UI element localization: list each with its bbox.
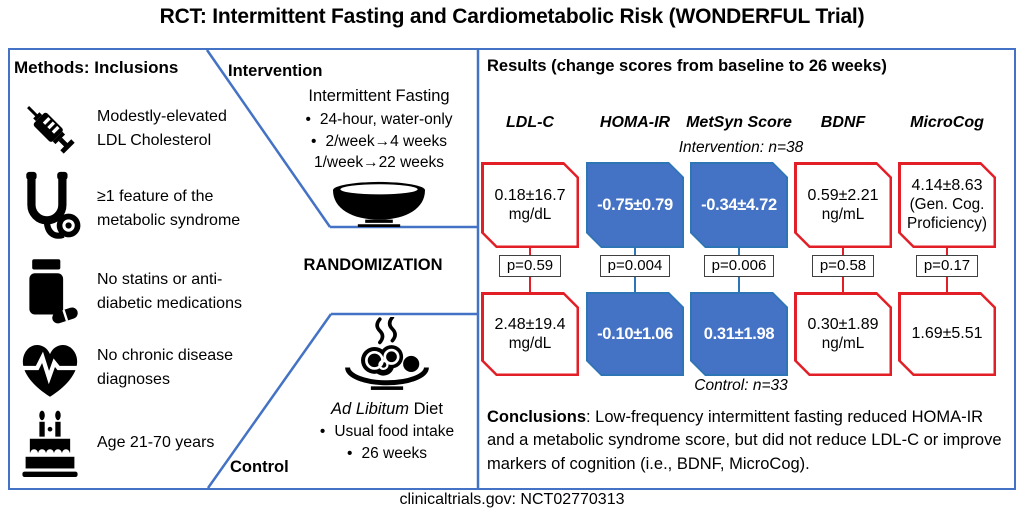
p-value-box: p=0.59 [481,255,579,277]
inclusion-item: Modestly-elevated LDL Cholesterol [12,92,257,166]
p-value: p=0.17 [915,255,979,277]
control-value-box: 2.48±19.4 mg/dL [481,292,579,376]
birthday-cake-icon [12,408,88,478]
results-column-metsyn: MetSyn Score -0.34±4.72 p=0.006 0.31±1.9… [686,108,792,394]
intervention-bullet: 1/week→22 weeks [313,154,445,171]
methods-panel-header: Methods: Inclusions [14,58,179,77]
randomization-label: RANDOMIZATION [303,256,443,274]
results-column-microcog: MicroCog 4.14±8.63 (Gen. Cog. Proficiency… [898,108,996,394]
control-diet-title-rest: Diet [409,400,443,418]
conclusions-body: : Low-frequency intermittent fasting red… [487,408,1002,473]
p-value: p=0.006 [703,255,775,277]
p-value: p=0.004 [599,255,671,277]
p-value-box: p=0.17 [898,255,996,277]
unit: ng/mL [821,205,865,223]
value: 2.48±19.4 [494,315,566,333]
figure-border [8,48,1016,490]
conclusions-text: Conclusions: Low-frequency intermittent … [487,406,1014,476]
results-column-bdnf: BDNF 0.59±2.21 ng/mL p=0.58 0.30±1.89 ng/m… [794,108,892,394]
inclusion-text: ≥1 feature of the metabolic syndrome [97,188,241,229]
column-header: HOMA-IR [599,114,671,131]
noodle-plate-icon [299,315,475,398]
empty-bowl-icon [283,181,475,232]
unit: mg/dL [508,334,552,352]
inclusion-text: Modestly-elevated LDL Cholesterol [97,108,227,149]
control-value-box: 0.31±1.98 [690,292,788,376]
value: 4.14±8.63 [911,177,983,195]
intervention-bullet: 24-hour, water-only [283,109,475,131]
control-value-box: 0.30±1.89 ng/mL [794,292,892,376]
inclusion-item: Age 21-70 years [12,404,257,482]
conclusions-label: Conclusions [487,408,587,426]
intervention-value-box: 0.59±2.21 ng/mL [794,162,892,248]
syringe-icon [12,98,88,160]
page-title: RCT: Intermittent Fasting and Cardiometa… [159,5,865,28]
intervention-details: Intermittent Fasting 24-hour, water-only… [283,87,475,232]
intervention-bullet: 2/week→4 weeks [283,131,475,153]
value: -0.10±1.06 [597,324,673,343]
value: 1.69±5.51 [911,325,983,342]
control-panel-header: Control [230,458,289,476]
column-header: LDL-C [506,114,554,131]
value: -0.34±4.72 [701,195,777,214]
unit: ng/mL [821,334,865,352]
p-value-box: p=0.006 [690,255,788,277]
heart-ekg-icon [12,336,88,400]
intervention-n-label: Intervention: n=38 [678,139,804,156]
p-value-box: p=0.58 [794,255,892,277]
results-column-homa-ir: HOMA-IR -0.75±0.79 p=0.004 -0.10±1.06 [586,108,684,394]
intervention-value-box: -0.34±4.72 [690,162,788,248]
value: 0.30±1.89 [807,315,879,333]
unit: mg/dL [508,205,552,223]
control-diet-title-italic: Ad Libitum [331,400,410,418]
intervention-value-box: -0.75±0.79 [586,162,684,248]
p-value: p=0.59 [498,255,562,277]
inclusion-text: Age 21-70 years [97,434,215,451]
p-value: p=0.58 [811,255,875,277]
value: -0.75±0.79 [597,195,673,214]
column-header: BDNF [820,114,866,131]
results-panel-header: Results (change scores from baseline to … [487,57,887,75]
value: 0.59±2.21 [807,186,879,204]
control-bullet: 26 weeks [299,443,475,465]
value: 0.31±1.98 [703,324,775,343]
column-header: MicroCog [910,114,984,131]
p-value-box: p=0.004 [586,255,684,277]
inclusion-item: ≥1 feature of the metabolic syndrome [12,168,257,250]
inclusion-item: No statins or anti-diabetic medications [12,252,257,332]
value: 0.18±16.7 [494,186,566,204]
inclusion-text: No chronic disease diagnoses [97,347,234,388]
stethoscope-icon [12,171,88,247]
intervention-panel-header: Intervention [228,62,323,80]
control-details: Ad Libitum Diet Usual food intake 26 wee… [299,315,475,465]
pill-bottle-icon [12,257,88,327]
results-column-ldl-c: LDL-C 0.18±16.7 mg/dL p=0.59 2.48±19.4 mg/… [481,108,579,394]
control-n-label: Control: n=33 [694,377,788,394]
control-value-box: -0.10±1.06 [586,292,684,376]
intervention-title: Intermittent Fasting [308,87,450,105]
control-bullet: Usual food intake [299,421,475,443]
control-value-box: 1.69±5.51 [898,292,996,376]
unit: (Gen. Cog. Proficiency) [907,196,987,232]
inclusion-item: No chronic disease diagnoses [12,332,257,404]
inclusion-text: No statins or anti-diabetic medications [97,271,242,312]
intervention-value-box: 0.18±16.7 mg/dL [481,162,579,248]
intervention-value-box: 4.14±8.63 (Gen. Cog. Proficiency) [898,162,996,248]
control-diet-title: Ad Libitum Diet [299,400,475,419]
column-header: MetSyn Score [686,114,792,131]
clinicaltrials-registration: clinicaltrials.gov: NCT02770313 [399,491,625,508]
